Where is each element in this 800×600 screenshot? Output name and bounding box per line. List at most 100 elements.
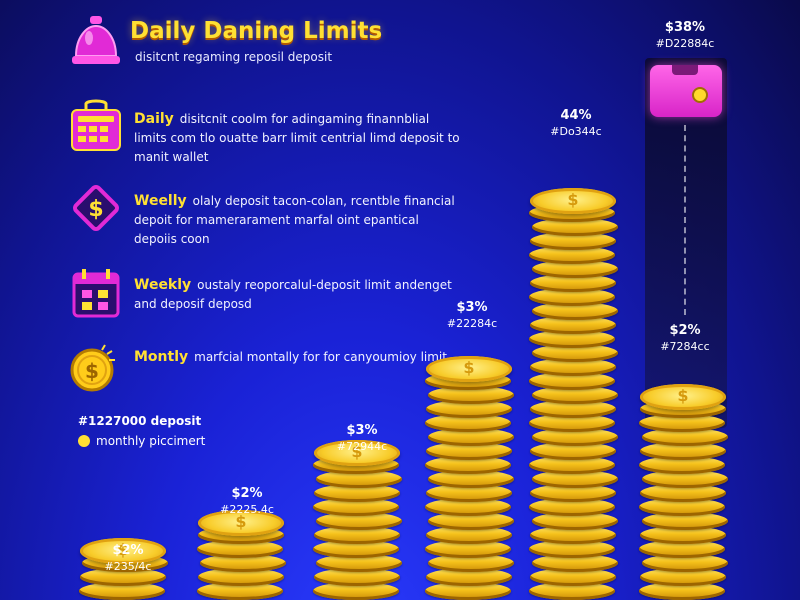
coin (312, 540, 399, 558)
wallet-dashed-line (684, 125, 686, 315)
coin (641, 428, 728, 446)
stack-code-4: #22284c (446, 317, 498, 330)
coin (528, 498, 615, 516)
wallet-label: $38% #D22884c (640, 20, 730, 52)
svg-text:$: $ (88, 197, 103, 222)
coin (426, 484, 512, 502)
coin (315, 470, 402, 488)
dollar-coin-icon: $ (70, 344, 115, 392)
page-subtitle: disitcnt regaming reposil deposit (135, 50, 333, 64)
coin (314, 568, 400, 586)
coin (528, 288, 615, 306)
coin-stack-6 (638, 384, 728, 600)
coin (640, 484, 726, 502)
coin (640, 526, 726, 544)
coin (528, 246, 615, 264)
coin (315, 554, 402, 572)
coin-stack-5 (528, 188, 618, 600)
stack-code-6: #7284cc (660, 340, 710, 353)
coin (314, 484, 400, 502)
coin (530, 568, 616, 586)
coin (531, 218, 618, 236)
feature-text-weelly: olaly deposit tacon-colan, rcentble fina… (134, 194, 455, 246)
coin (638, 456, 725, 474)
stack-code-5: #Do344c (550, 125, 602, 138)
wallet-icon (650, 65, 722, 117)
coin (528, 414, 615, 432)
page-title: Daily Daning Limits (130, 18, 383, 44)
coin (638, 582, 725, 600)
coin (638, 540, 725, 558)
stack-pct-4: $3% (456, 300, 488, 315)
coin (528, 456, 615, 474)
coin (530, 526, 616, 544)
coin-stack-2 (196, 510, 286, 600)
coin (199, 554, 286, 572)
calculator-bag-icon (71, 99, 121, 151)
stack-pct-3: $3% (346, 423, 378, 438)
stack-pct-6: $2% (669, 323, 701, 338)
coin (315, 512, 402, 530)
monthly-note: monthly piccimert (78, 434, 205, 448)
coin (424, 582, 511, 600)
coin (531, 344, 618, 362)
coin (312, 498, 399, 516)
coin (531, 260, 618, 278)
coin-icon (78, 435, 90, 447)
stack-label-5: 44% #Do344c (531, 108, 621, 140)
svg-text:$: $ (85, 359, 99, 383)
bell-icon (72, 16, 120, 64)
coin-top (530, 188, 616, 214)
stack-pct-5: 44% (560, 108, 592, 123)
stack-pct-1: $2% (112, 543, 144, 558)
coin (424, 414, 511, 432)
wallet-code: #D22884c (655, 37, 715, 50)
coin (78, 582, 165, 600)
coin (531, 428, 618, 446)
coin (530, 232, 616, 250)
coin-stack-4 (424, 356, 514, 600)
feature-head-weekly: Weekly (134, 277, 192, 293)
coin (530, 442, 616, 460)
coin (530, 484, 616, 502)
coin (528, 582, 615, 600)
stack-code-1: #235/4c (104, 560, 152, 573)
coin-top (198, 510, 284, 536)
coin (424, 498, 511, 516)
monthly-note-label: monthly piccimert (96, 434, 206, 448)
feature-text-montly: marfcial montally for for canyoumioy lim… (194, 350, 451, 364)
coin (427, 470, 514, 488)
coin (531, 386, 618, 404)
coin (530, 316, 616, 334)
stack-pct-2: $2% (231, 486, 263, 501)
coin (641, 554, 728, 572)
deposit-amount: #1227000 deposit (78, 414, 202, 428)
dollar-diamond-icon: $ (73, 185, 119, 231)
coin (80, 568, 166, 586)
coin (530, 274, 616, 292)
feature-text-daily: disitcnit coolm for adingaming finannbli… (134, 112, 460, 164)
coin (531, 302, 618, 320)
coin (426, 526, 512, 544)
coin (638, 498, 725, 516)
stack-code-2: #2225.4c (220, 503, 274, 516)
coin (528, 330, 615, 348)
coin-top (80, 538, 166, 564)
wallet-pct: $38% (664, 20, 706, 35)
coin (196, 582, 283, 600)
coin (427, 554, 514, 572)
coin (427, 512, 514, 530)
stack-label-3: $3% #72944c (317, 423, 407, 455)
coin (196, 540, 283, 558)
coin (641, 512, 728, 530)
stack-label-2: $2% #2225.4c (202, 486, 292, 518)
feature-head-daily: Daily (134, 111, 174, 127)
wallet-track (645, 58, 727, 428)
coin-top (314, 440, 400, 466)
coin (314, 526, 400, 544)
coin (531, 512, 618, 530)
coin (528, 372, 615, 390)
stack-code-3: #72944c (336, 440, 388, 453)
coin (424, 456, 511, 474)
coin (641, 470, 728, 488)
